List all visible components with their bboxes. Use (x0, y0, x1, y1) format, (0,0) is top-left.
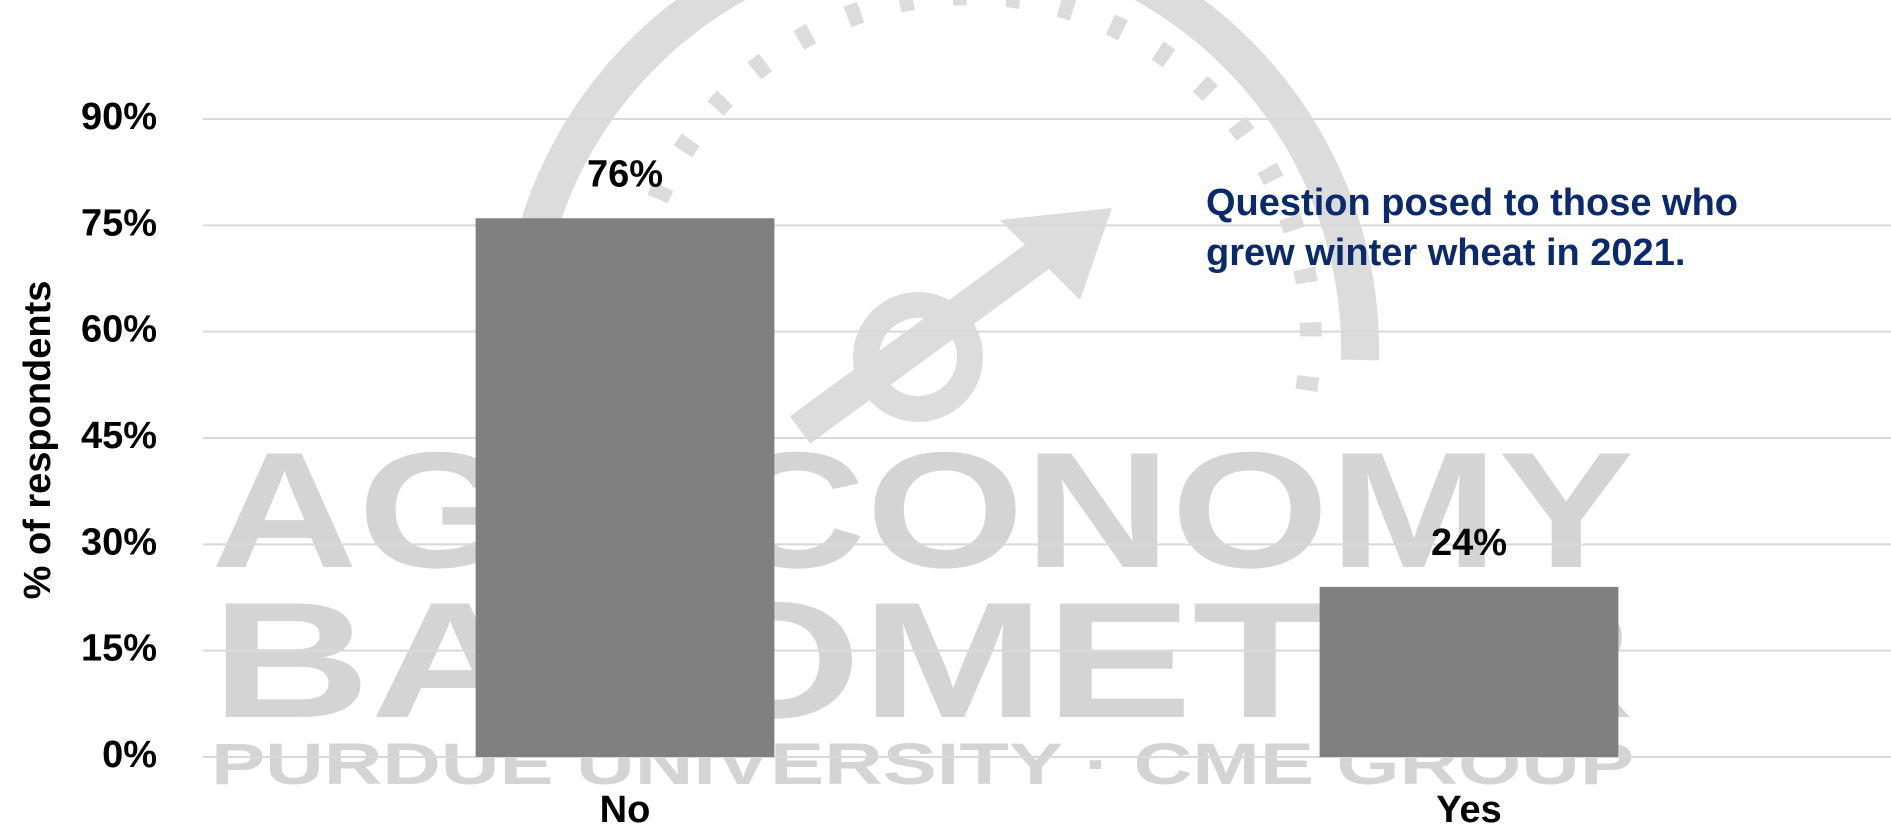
bar (475, 218, 775, 757)
annotation: grew winter wheat in 2021. (1206, 232, 1685, 274)
value-label: 76% (587, 153, 663, 195)
annotation: Question posed to those who (1206, 182, 1738, 224)
watermark-text: AGRICONOMY (211, 418, 1634, 602)
y-tick-label: 15% (81, 628, 157, 670)
y-tick-label: 90% (81, 96, 157, 138)
y-tick-label: 60% (81, 309, 157, 351)
x-tick-label: No (600, 789, 651, 829)
x-tick-label: Yes (1436, 789, 1502, 829)
value-label: 24% (1431, 522, 1507, 564)
y-tick-label: 30% (81, 521, 157, 563)
y-tick-label: 0% (102, 734, 157, 776)
y-axis-label: % of respondents (17, 281, 59, 600)
y-tick-label: 45% (81, 415, 157, 457)
bar (1319, 586, 1619, 757)
y-tick-label: 75% (81, 202, 157, 244)
watermark-gauge (511, 0, 1380, 444)
